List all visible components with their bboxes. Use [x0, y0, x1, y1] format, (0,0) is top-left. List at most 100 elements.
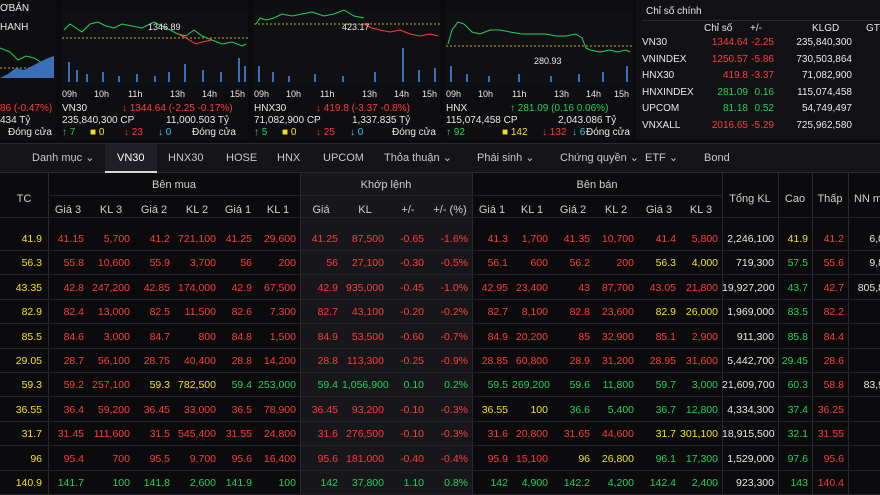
low-price: 55.6	[823, 257, 844, 270]
table-row[interactable]: 36.55 36.4 59,200 36.45 33,000 36.5 78,900 36.4…	[0, 398, 880, 422]
tab-vn30[interactable]: VN30	[105, 144, 157, 173]
total-volume: 2,246,100	[727, 233, 774, 245]
bid-price: 84.6	[63, 330, 84, 343]
match-price: 28.8	[317, 355, 338, 367]
summary-row-name[interactable]: HNXINDEX	[642, 86, 694, 98]
row-divider	[0, 298, 880, 300]
tab-thathun[interactable]: Thỏa thuận ⌄	[384, 152, 452, 164]
summary-row-name[interactable]: VNXALL	[642, 119, 681, 131]
ask-volume: 4,900	[521, 477, 548, 489]
column-divider	[778, 173, 779, 495]
table-row[interactable]: 29.05 28.7 56,100 28.75 40,400 28.8 14,200 28.8…	[0, 349, 880, 373]
advancers: ↑ 7	[62, 127, 76, 138]
table-row[interactable]: 43.35 42.8 247,200 42.85 174,000 42.9 67,500 42…	[0, 276, 880, 300]
table-row[interactable]: 31.7 31.45 111,600 31.5 545,400 31.55 24,800 31…	[0, 422, 880, 446]
stock-price-table: Bên mua Khớp lệnh Bên bán TC Giá 3 KL 3 Giá…	[0, 173, 880, 495]
table-row[interactable]: 59.3 59.2 257,100 59.3 782,500 59.4 253,000 59.…	[0, 373, 880, 397]
header-sg3: Giá 3	[645, 204, 673, 216]
match-change-pct: 0.8%	[444, 477, 468, 489]
index-volume: 71,082,900 CP	[254, 115, 321, 126]
bid-price: 141.9	[225, 477, 252, 489]
row-divider	[0, 347, 880, 349]
match-price: 36.45	[311, 403, 338, 416]
vn30-intraday-chart	[62, 10, 248, 86]
foreign-buy: 805,8	[857, 281, 880, 294]
tab-etf[interactable]: ETF ⌄	[645, 152, 679, 164]
bid-price: 31.45	[57, 428, 84, 441]
tab-chngquyn[interactable]: Chứng quyền ⌄	[560, 152, 639, 164]
market-status: Đóng cửa	[392, 127, 436, 138]
match-price: 56	[326, 257, 338, 270]
match-volume: 93,200	[351, 403, 384, 416]
match-change: 1.10	[403, 477, 424, 489]
tab-hnx30[interactable]: HNX30	[168, 152, 204, 164]
total-volume: 923,300	[736, 477, 774, 489]
match-change-pct: -0.9%	[440, 355, 468, 367]
tab-upcom[interactable]: UPCOM	[323, 152, 364, 164]
header-pct: +/- (%)	[433, 204, 467, 216]
bid-volume: 3,700	[189, 257, 216, 270]
bid-price: 41.2	[149, 233, 170, 245]
index-panel-hnx[interactable]: 280.93 09h 10h 11h 13h 14h 15h HNX ↑ 281…	[446, 0, 632, 140]
high-price: 43.7	[787, 281, 808, 294]
panel-change: 86 (-0.47%)	[0, 103, 53, 114]
summary-row-volume: 725,962,580	[796, 119, 852, 131]
bid-price: 41.25	[225, 233, 252, 245]
match-price: 42.9	[317, 281, 338, 294]
summary-row-name[interactable]: VN30	[642, 37, 668, 48]
tab-danhmc[interactable]: Danh mục ⌄	[32, 152, 95, 164]
panel-title: ƠBẢN	[0, 3, 30, 14]
bid-price: 59.3	[149, 379, 170, 392]
index-panel-partial[interactable]: ƠBẢN HANH 86 (-0.47%) 434 Tỷ Đóng cửa	[0, 0, 56, 140]
tab-hose[interactable]: HOSE	[226, 152, 258, 164]
bid-volume: 545,400	[178, 428, 216, 441]
tab-phisinh[interactable]: Phái sinh ⌄	[477, 152, 535, 164]
bid-volume: 174,000	[178, 281, 216, 294]
index-panel-hnx30[interactable]: 423.17 09h 10h 11h 13h 14h 15h HNX30 ↓ 4…	[254, 0, 440, 140]
match-volume: 37,800	[351, 477, 384, 489]
main-index-summary: Chỉ số chính Chỉ số +/- KLGD GT VN30 1344…	[636, 0, 880, 140]
summary-row-name[interactable]: HNX30	[642, 70, 675, 81]
match-volume: 276,500	[346, 428, 384, 441]
column-divider	[472, 173, 473, 495]
bid-price: 36.5	[231, 403, 252, 416]
index-price: ↑ 281.09 (0.16 0.06%)	[510, 103, 609, 114]
bid-volume: 11,500	[184, 306, 216, 319]
tab-hnx[interactable]: HNX	[277, 152, 301, 164]
table-row[interactable]: 140.9 141.7 100 141.8 2,600 141.9 100 142 37,800…	[0, 471, 880, 495]
ask-price: 142.2	[563, 477, 590, 489]
ask-volume: 600	[530, 257, 548, 270]
foreign-buy	[848, 349, 880, 373]
decliners: ↓ 25	[316, 127, 335, 138]
low-price: 58.8	[823, 379, 844, 392]
match-price: 142	[320, 477, 338, 489]
header-g3: Giá 3	[54, 204, 82, 216]
ask-volume: 269,200	[512, 379, 550, 392]
ask-price: 31.7	[655, 428, 676, 441]
ref-price: 36.55	[15, 403, 42, 416]
table-row[interactable]: 96 95.4 700 95.5 9,700 95.6 16,400 95.6 181,000 -…	[0, 447, 880, 471]
table-row[interactable]: 56.3 55.8 10,600 55.9 3,700 56 200 56 27,100 -0.3…	[0, 251, 880, 275]
index-panel-vn30[interactable]: 1346.89 09h 10h 11h 13h 14h 15h VN30 ↓ 1…	[62, 0, 248, 140]
floor-count: ↓ 0	[158, 127, 172, 138]
ref-price: 96	[30, 452, 42, 465]
summary-row-name[interactable]: UPCOM	[642, 103, 680, 114]
bid-price: 82.4	[63, 306, 84, 319]
summary-row-name[interactable]: VNINDEX	[642, 53, 687, 65]
ask-price: 31.6	[487, 428, 508, 441]
bid-volume: 1,500	[269, 330, 296, 343]
ask-volume: 5,800	[691, 233, 718, 245]
table-row[interactable]: 41.9 41.15 5,700 41.2 721,100 41.25 29,600 41.2…	[0, 227, 880, 251]
tab-bond[interactable]: Bond	[704, 152, 730, 164]
bid-volume: 29,600	[263, 233, 296, 245]
ask-volume: 301,100	[680, 428, 718, 441]
match-price: 41.25	[311, 233, 338, 245]
column-divider	[812, 173, 813, 495]
match-change-pct: -0.4%	[440, 452, 468, 465]
bid-price: 59.4	[231, 379, 252, 392]
ask-price: 36.7	[655, 403, 676, 416]
table-row[interactable]: 82.9 82.4 13,000 82.5 11,500 82.6 7,300 82.7 43,…	[0, 300, 880, 324]
bid-volume: 24,800	[263, 428, 296, 441]
table-row[interactable]: 85.5 84.6 3,000 84.7 800 84.8 1,500 84.9 53,500 -…	[0, 325, 880, 349]
ask-price: 82.7	[487, 306, 508, 319]
